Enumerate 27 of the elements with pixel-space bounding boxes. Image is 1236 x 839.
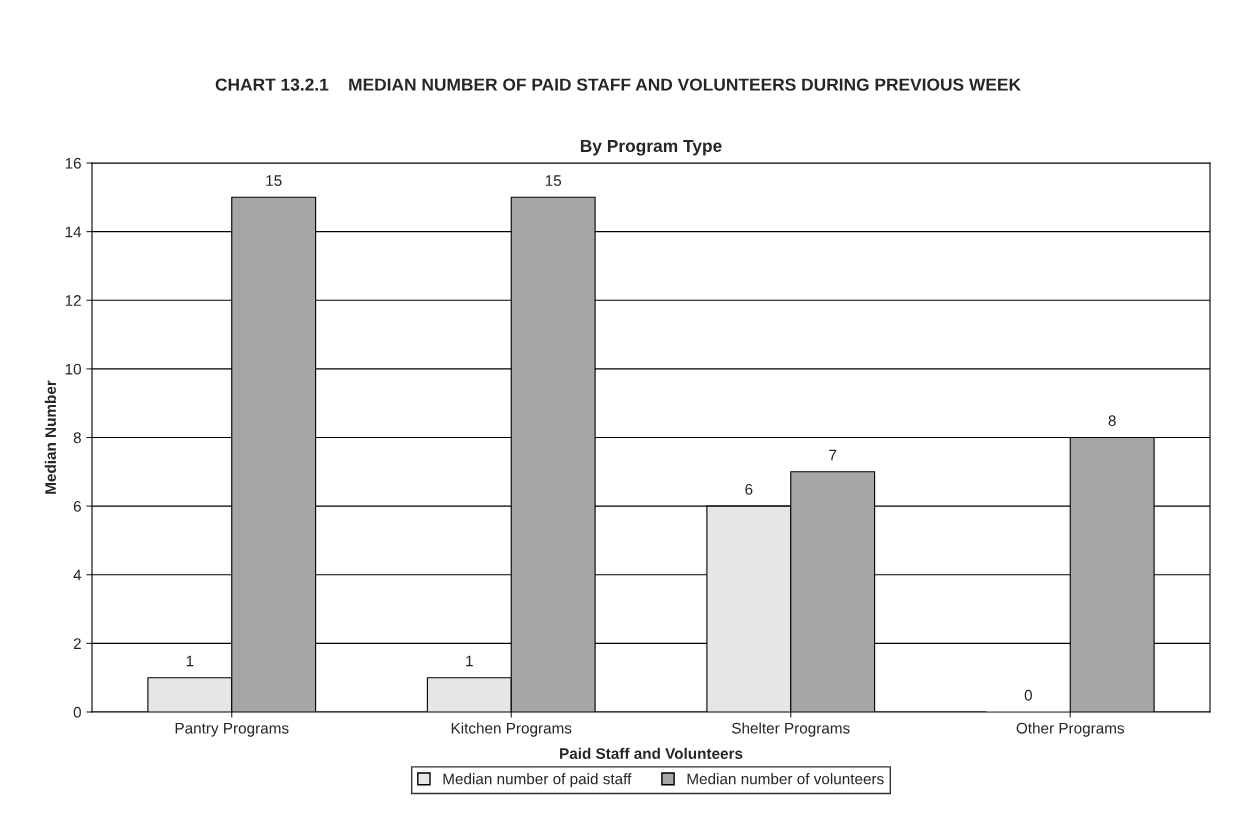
data-label: 8 (1108, 415, 1116, 427)
data-label: 6 (745, 483, 753, 495)
x-axis-title: Paid Staff and Volunteers (560, 747, 743, 759)
x-tick-label: Pantry Programs (175, 722, 289, 737)
data-label: 15 (545, 175, 562, 186)
y-tick-label: 12 (65, 295, 81, 306)
x-tick-label: Shelter Programs (732, 722, 850, 737)
x-tick-label: Other Programs (1016, 722, 1125, 737)
y-tick-label: 2 (73, 638, 81, 649)
y-tick-label: 8 (73, 432, 81, 444)
y-tick-label: 16 (65, 157, 81, 169)
y-tick-label: 4 (73, 569, 82, 581)
legend-label: Median number of volunteers (687, 773, 884, 785)
y-tick-label: 0 (73, 706, 81, 718)
x-tick-label: Kitchen Programs (451, 722, 572, 737)
y-tick-label: 14 (65, 226, 82, 238)
legend-label: Median number of paid staff (443, 773, 632, 788)
y-axis-title: Median Number (44, 380, 57, 494)
data-label: 7 (829, 449, 837, 461)
data-label: 0 (1024, 689, 1032, 701)
y-tick-label: 6 (73, 500, 81, 512)
chart-subtitle: By Program Type (580, 139, 722, 156)
data-label: 1 (466, 655, 473, 667)
data-label: 15 (266, 175, 282, 186)
chart-title: CHART 13.2.1 MEDIAN NUMBER OF PAID STAFF AND VOLUNTEERS DURING PREVIOUS WEEK (215, 78, 1021, 91)
data-label: 1 (186, 655, 194, 667)
y-tick-label: 10 (65, 363, 81, 375)
